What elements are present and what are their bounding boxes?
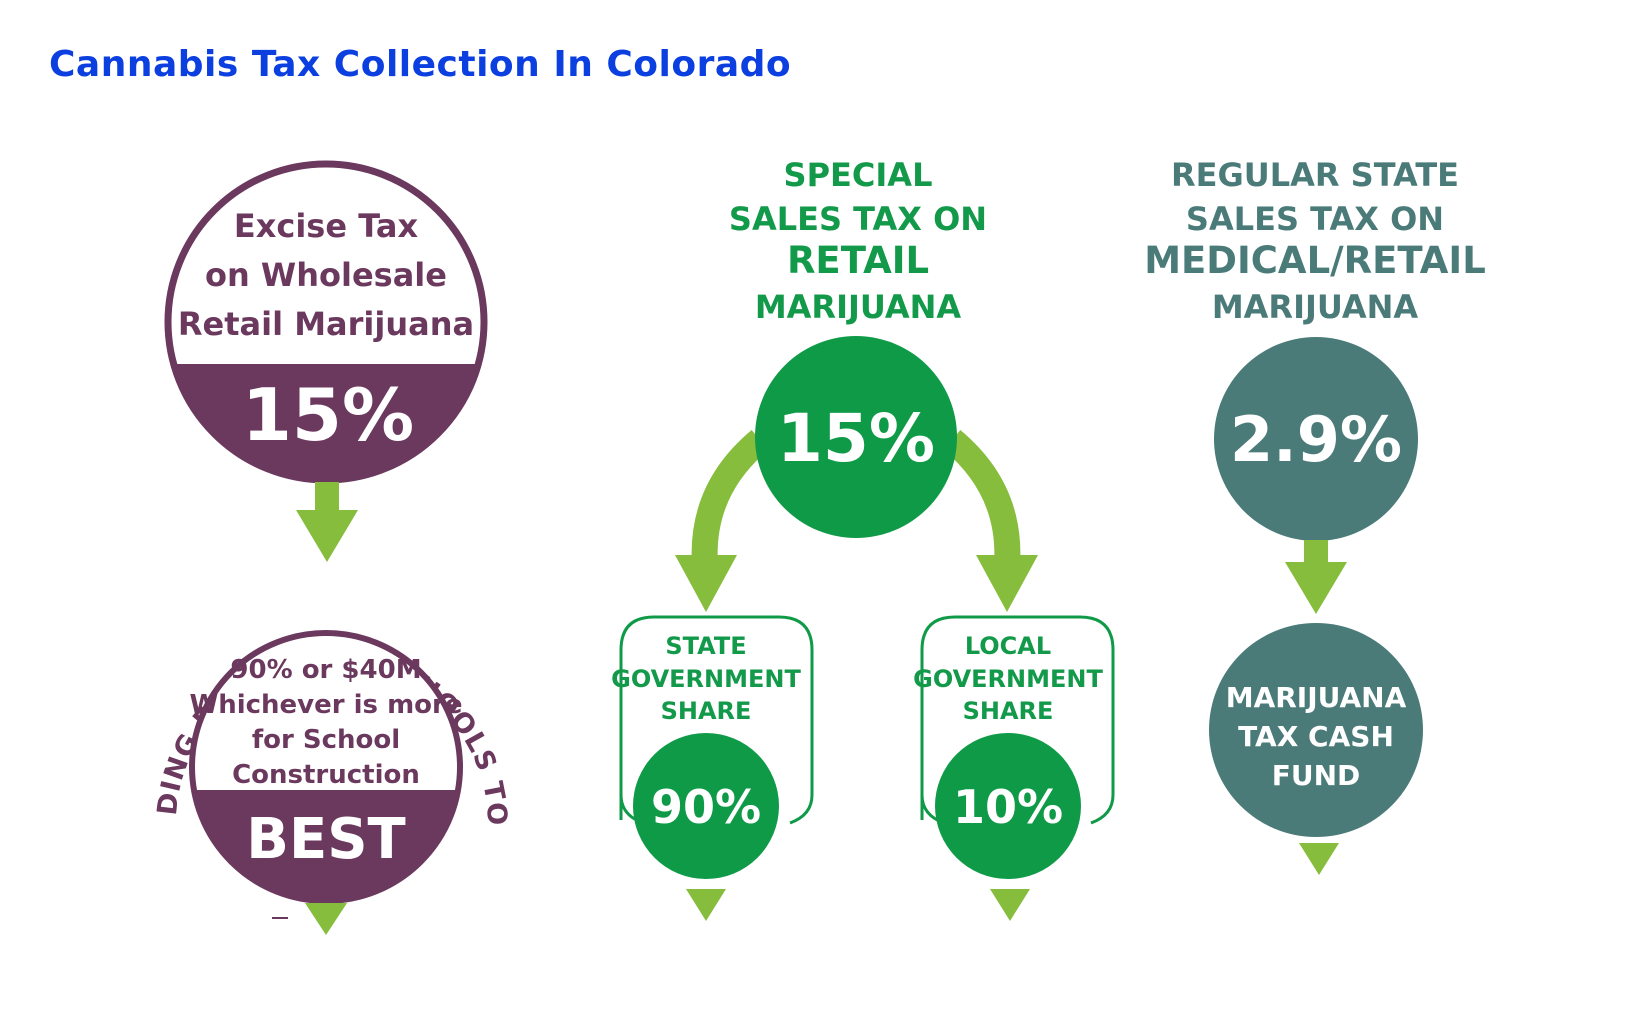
regular-rate: 2.9% <box>1230 403 1402 476</box>
state-share-rate: 90% <box>651 780 761 834</box>
down-arrow-icon <box>272 903 347 935</box>
regular-heading-line: REGULAR STATE <box>1171 156 1459 194</box>
best-program: BEST <box>246 807 405 872</box>
regular-heading-line: MEDICAL/RETAIL <box>1144 239 1486 282</box>
special-sales-tax-column: SPECIAL SALES TAX ON RETAIL MARIJUANA 15… <box>611 156 1115 921</box>
local-share-label-line: LOCAL <box>965 632 1051 660</box>
state-share-circle <box>633 733 779 879</box>
fund-label-line: FUND <box>1272 759 1361 792</box>
local-share-box: LOCAL GOVERNMENT SHARE 10% <box>913 615 1115 879</box>
split-arrows <box>675 430 1038 612</box>
special-heading-line: RETAIL <box>787 239 929 282</box>
special-heading-line: MARIJUANA <box>755 288 962 326</box>
down-arrow-icon <box>1285 540 1347 614</box>
state-share-box: STATE GOVERNMENT SHARE 90% <box>611 615 814 879</box>
excise-rate: 15% <box>242 373 414 457</box>
local-share-circle <box>935 733 1081 879</box>
best-detail-line: Construction <box>232 760 420 790</box>
excise-circle-ring <box>164 160 488 484</box>
excise-tax-circle: Excise Tax on Wholesale Retail Marijuana… <box>164 160 488 484</box>
down-arrow-icon <box>686 889 726 921</box>
down-arrow-icon <box>1299 843 1339 875</box>
fund-label-line: MARIJUANA <box>1226 681 1407 714</box>
excise-tax-column: Excise Tax on Wholesale Retail Marijuana… <box>0 0 511 935</box>
tax-cash-fund-circle <box>1209 623 1423 837</box>
excise-label-line: Excise Tax <box>234 207 419 245</box>
state-share-label-line: STATE <box>665 632 746 660</box>
special-heading-line: SPECIAL <box>784 156 933 194</box>
fund-label-line: TAX CASH <box>1238 720 1394 753</box>
page-title: Cannabis Tax Collection In Colorado <box>49 44 792 85</box>
best-detail-line: Whichever is more <box>190 690 463 720</box>
regular-heading-line: MARIJUANA <box>1212 288 1419 326</box>
best-detail-line: 90% or $40M <box>230 655 421 685</box>
down-arrow-icon <box>296 482 358 562</box>
special-heading-line: SALES TAX ON <box>729 200 987 238</box>
state-share-label-line: GOVERNMENT <box>611 665 801 693</box>
regular-heading-line: SALES TAX ON <box>1186 200 1444 238</box>
regular-sales-tax-column: REGULAR STATE SALES TAX ON MEDICAL/RETAI… <box>1144 156 1486 875</box>
best-detail-line: for School <box>252 725 400 755</box>
special-rate: 15% <box>777 400 935 477</box>
special-rate-circle <box>755 336 957 538</box>
best-circle-ring <box>189 630 463 904</box>
local-share-rate: 10% <box>953 780 1063 834</box>
down-arrow-icon <box>990 889 1030 921</box>
state-share-label-line: SHARE <box>661 697 752 725</box>
local-share-label-line: SHARE <box>963 697 1054 725</box>
regular-rate-circle <box>1214 337 1418 541</box>
excise-label-line: Retail Marijuana <box>178 305 474 343</box>
local-share-label-line: GOVERNMENT <box>913 665 1103 693</box>
excise-label-line: on Wholesale <box>205 256 447 294</box>
